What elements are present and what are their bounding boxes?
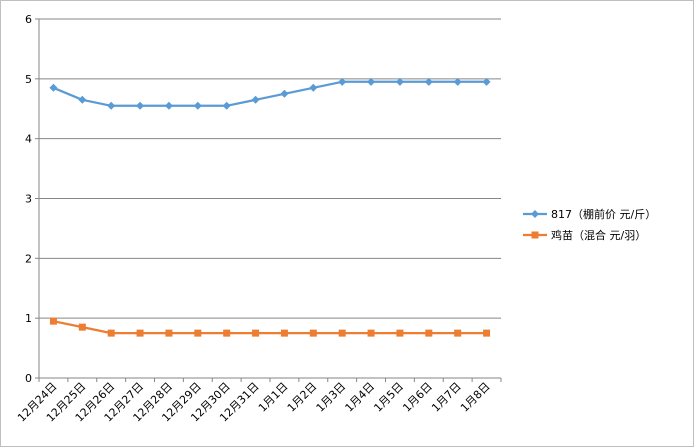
x-tick-label: 1月8日 bbox=[458, 380, 493, 415]
data-point bbox=[309, 329, 317, 337]
x-tick-label: 1月2日 bbox=[285, 380, 320, 415]
x-tick-label: 1月7日 bbox=[429, 380, 464, 415]
data-point bbox=[49, 317, 57, 325]
data-point bbox=[193, 101, 202, 110]
axes bbox=[35, 18, 502, 382]
series bbox=[49, 77, 491, 337]
data-point bbox=[194, 329, 202, 337]
data-point bbox=[482, 77, 491, 86]
gridlines bbox=[39, 18, 501, 319]
data-point bbox=[165, 329, 173, 337]
legend-marker bbox=[531, 210, 539, 218]
data-point bbox=[483, 329, 491, 337]
y-tick-label: 6 bbox=[25, 13, 32, 26]
legend-marker bbox=[531, 231, 539, 239]
data-point bbox=[338, 77, 347, 86]
data-point bbox=[396, 329, 404, 337]
data-point bbox=[136, 329, 144, 337]
data-point bbox=[280, 329, 288, 337]
legend-label: 817（棚前价 元/斤） bbox=[551, 207, 656, 221]
data-point bbox=[425, 329, 433, 337]
data-point bbox=[395, 77, 404, 86]
data-point bbox=[338, 329, 346, 337]
data-point bbox=[280, 89, 289, 98]
x-tick-label: 1月6日 bbox=[400, 380, 435, 415]
series-line bbox=[53, 320, 487, 335]
data-point bbox=[164, 101, 173, 110]
x-tick-label: 1月5日 bbox=[371, 380, 406, 415]
y-tick-label: 4 bbox=[25, 133, 32, 146]
legend-entry: 817（棚前价 元/斤） bbox=[523, 207, 656, 221]
data-point bbox=[222, 101, 231, 110]
x-tick-labels: 12月24日12月25日12月26日12月27日12月28日12月29日12月3… bbox=[15, 380, 493, 425]
data-point bbox=[107, 101, 116, 110]
data-point bbox=[251, 95, 260, 104]
data-point bbox=[136, 101, 145, 110]
data-point bbox=[309, 83, 318, 92]
data-point bbox=[454, 329, 462, 337]
y-tick-label: 0 bbox=[25, 372, 32, 385]
data-point bbox=[78, 95, 87, 104]
data-point bbox=[49, 83, 58, 92]
y-tick-label: 1 bbox=[25, 312, 32, 325]
y-tick-labels: 0 1 2 3 4 5 6 bbox=[25, 13, 32, 385]
legend-label: 鸡苗（混合 元/羽） bbox=[551, 228, 646, 242]
series-group bbox=[49, 77, 491, 110]
data-point bbox=[223, 329, 231, 337]
data-point bbox=[78, 323, 86, 331]
legend-entry: 鸡苗（混合 元/羽） bbox=[523, 228, 646, 242]
data-point bbox=[252, 329, 260, 337]
y-tick-label: 2 bbox=[25, 252, 32, 265]
x-tick-label: 1月4日 bbox=[343, 380, 378, 415]
data-point bbox=[424, 77, 433, 86]
data-point bbox=[107, 329, 115, 337]
legend: 817（棚前价 元/斤） 鸡苗（混合 元/羽） bbox=[523, 207, 656, 242]
y-tick-label: 5 bbox=[25, 73, 32, 86]
data-point bbox=[367, 77, 376, 86]
x-tick-label: 1月1日 bbox=[256, 380, 291, 415]
data-point bbox=[367, 329, 375, 337]
x-tick-label: 1月3日 bbox=[314, 380, 349, 415]
series-line bbox=[52, 80, 487, 107]
data-point bbox=[453, 77, 462, 86]
y-tick-label: 3 bbox=[25, 193, 32, 206]
series-group bbox=[49, 317, 491, 337]
